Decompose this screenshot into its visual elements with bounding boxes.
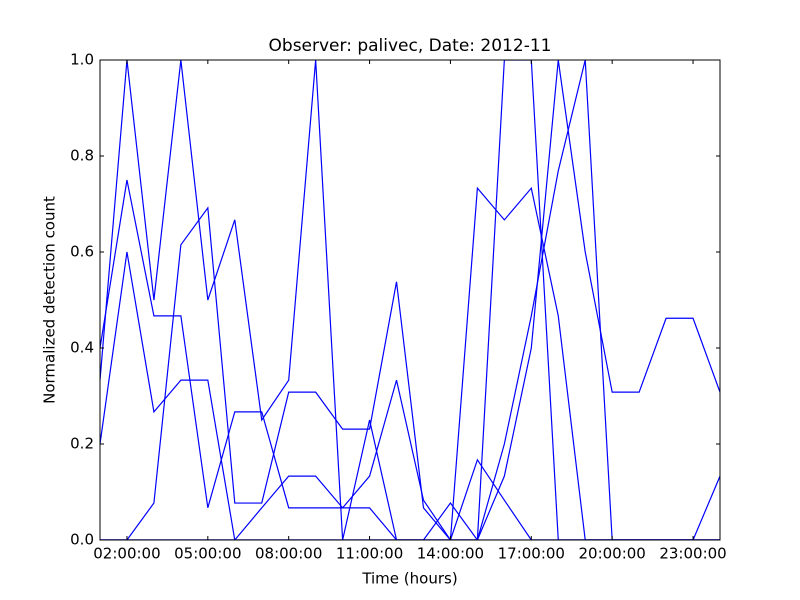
x-tick-label: 05:00:00: [174, 545, 241, 563]
x-tick-label: 14:00:00: [417, 545, 484, 563]
data-line: [100, 251, 720, 540]
y-axis-label: Normalized detection count: [41, 196, 59, 404]
y-tick-label: 0.4: [70, 339, 94, 357]
chart-title: Observer: palivec, Date: 2012-11: [269, 36, 552, 56]
x-tick-label: 08:00:00: [255, 545, 322, 563]
y-tick-label: 0.2: [70, 435, 94, 453]
data-line: [100, 60, 720, 540]
x-tick-label: 02:00:00: [93, 545, 160, 563]
data-line: [100, 186, 720, 540]
plot-frame: [99, 59, 721, 541]
x-axis-label: Time (hours): [361, 570, 457, 588]
x-tick-label: 20:00:00: [578, 545, 645, 563]
y-tick-label: 1.0: [70, 51, 94, 69]
data-line: [100, 179, 720, 540]
y-tick-label: 0.0: [70, 531, 94, 549]
x-tick-label: 11:00:00: [336, 545, 403, 563]
y-tick-label: 0.8: [70, 147, 94, 165]
y-tick-label: 0.6: [70, 243, 94, 261]
data-line: [100, 60, 720, 540]
x-tick-label: 23:00:00: [659, 545, 726, 563]
x-tick-label: 17:00:00: [498, 545, 565, 563]
